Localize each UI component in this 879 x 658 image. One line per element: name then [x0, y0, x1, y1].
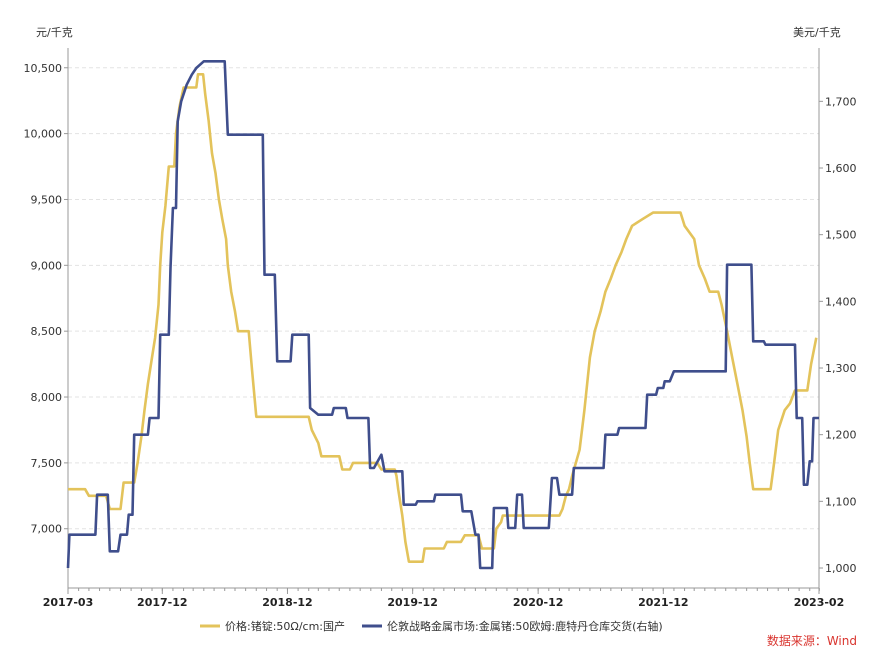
right-tick-label: 1,300 — [825, 362, 857, 375]
x-tick-label: 2021-12 — [638, 596, 689, 609]
left-tick-label: 9,000 — [31, 259, 63, 272]
x-tick-label: 2018-12 — [262, 596, 313, 609]
left-tick-label: 9,500 — [31, 193, 63, 206]
right-tick-label: 1,100 — [825, 495, 857, 508]
x-tick-label: 2019-12 — [387, 596, 438, 609]
x-axis: 2017-03 2017-12 2018-12 2019-12 2020-12 2021-… — [43, 587, 845, 609]
right-tick-label: 1,500 — [825, 229, 857, 242]
right-tick-label: 1,400 — [825, 295, 857, 308]
left-tick-label: 7,500 — [31, 457, 63, 470]
right-tick-label: 1,200 — [825, 429, 857, 442]
left-tick-label: 10,500 — [24, 62, 63, 75]
legend-label-lme: 伦敦战略金属市场:金属锗:50欧姆:鹿特丹仓库交货(右轴) — [387, 619, 663, 633]
left-tick-label: 10,000 — [24, 128, 63, 141]
source-note: 数据来源：Wind — [767, 633, 857, 648]
x-tick-label: 2017-03 — [43, 596, 94, 609]
x-tick-label: 2017-12 — [137, 596, 188, 609]
left-axis-unit: 元/千克 — [36, 26, 73, 39]
right-axis: 1,000 1,100 1,200 1,300 1,400 1,500 1,600 1,700 — [818, 48, 857, 588]
right-tick-label: 1,000 — [825, 562, 857, 575]
x-tick-label: 2020-12 — [513, 596, 564, 609]
legend: 价格:锗锭:50Ω/cm:国产 伦敦战略金属市场:金属锗:50欧姆:鹿特丹仓库交… — [200, 619, 663, 633]
right-tick-label: 1,700 — [825, 95, 857, 108]
series-lines — [66, 60, 819, 570]
right-axis-unit: 美元/千克 — [793, 26, 841, 39]
right-tick-label: 1,600 — [825, 162, 857, 175]
x-tick-label: 2023-02 — [794, 596, 845, 609]
left-axis: 7,000 7,500 8,000 8,500 9,000 9,500 10,000 10,5… — [24, 48, 69, 588]
left-tick-label: 8,000 — [31, 391, 63, 404]
left-tick-label: 7,000 — [31, 523, 63, 536]
series-line-lme — [66, 60, 819, 570]
left-tick-label: 8,500 — [31, 325, 63, 338]
legend-label-price: 价格:锗锭:50Ω/cm:国产 — [225, 619, 345, 633]
grid-lines — [68, 67, 819, 530]
series-line-price — [68, 73, 818, 563]
